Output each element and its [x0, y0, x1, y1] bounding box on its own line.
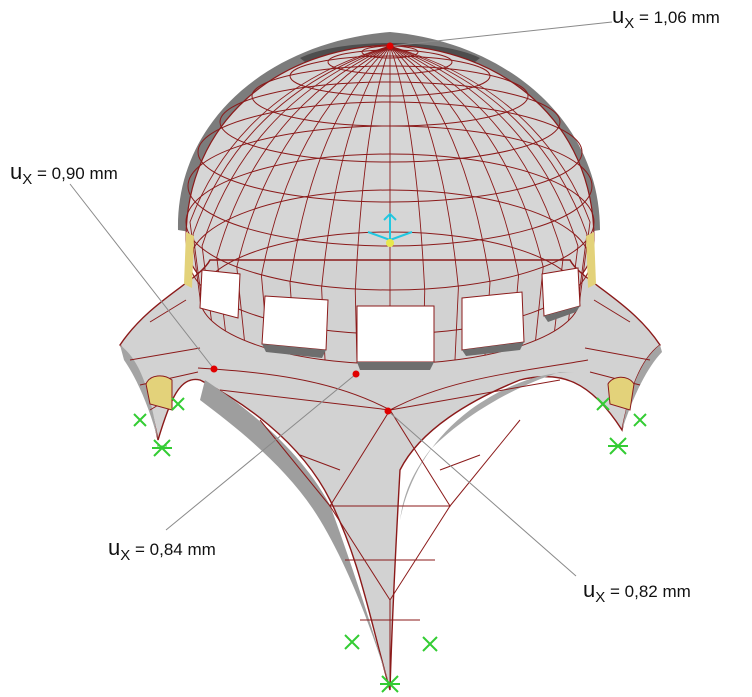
leader-left-rib: [69, 183, 215, 370]
skirt-shadow-left-arm: [120, 345, 158, 440]
opening-center-left: [261, 295, 329, 351]
meridian-line: [192, 45, 391, 310]
fixed-support-icon: [152, 439, 172, 457]
meridian-line: [236, 45, 391, 341]
fixed-support-icon: [133, 413, 147, 427]
fixed-support-icon: [633, 413, 647, 427]
fixed-support-icon: [596, 397, 610, 411]
leader-top: [389, 21, 613, 47]
meridian-line: [321, 45, 391, 361]
fixed-support-icon: [344, 634, 360, 650]
fixed-support-icon: [171, 397, 185, 411]
measurement-point-marker: [386, 42, 394, 50]
label-center-bottom: uX = 0,84 mm: [108, 535, 216, 564]
meridian-line: [389, 45, 591, 299]
skirt-shadow-right: [400, 372, 575, 520]
opening-center: [356, 305, 435, 363]
deformed-shape-overlay: [177, 32, 600, 232]
fixed-support-icon: [422, 636, 438, 652]
pendentive-body: [119, 259, 661, 691]
skirt-shadow-left: [200, 380, 390, 688]
opening-left: [199, 269, 241, 319]
meridian-line: [260, 45, 391, 349]
fixed-support-icon: [608, 437, 628, 455]
meridian-line: [389, 45, 579, 321]
right-arch-face: [607, 376, 635, 411]
left-drum-face: [184, 232, 194, 288]
side-faces: [145, 232, 635, 411]
measurement-point-marker: [210, 365, 218, 373]
opening-shadow: [462, 342, 524, 356]
measurement-markers: [210, 42, 394, 415]
leader-right: [387, 410, 577, 577]
meridian-line: [289, 45, 391, 356]
supports: [133, 397, 647, 693]
label-top: uX = 1,06 mm: [612, 3, 720, 32]
meridian-line: [216, 45, 391, 332]
opening-shadow: [262, 344, 326, 358]
skirt-shadow-right-arm: [622, 345, 662, 430]
opening-center-right: [461, 291, 525, 351]
left-arch-face: [145, 375, 173, 411]
meridian-line: [389, 45, 520, 349]
meridian-line: [389, 45, 491, 356]
meridian-line: [389, 45, 588, 310]
right-drum-face: [586, 232, 596, 288]
meridian-line: [389, 45, 564, 332]
meridian-line: [201, 45, 391, 321]
meridian-line: [389, 45, 459, 361]
displacement-labels: uX = 1,06 mm uX = 0,90 mm uX = 0,84 mm u…: [10, 3, 720, 606]
fixed-support-icon: [380, 675, 400, 693]
leader-lines: [69, 21, 613, 577]
meridian-line: [389, 45, 544, 341]
label-right-lower: uX = 0,82 mm: [583, 577, 691, 606]
dome-mesh-meridians: [189, 45, 591, 364]
meridian-line: [354, 45, 391, 364]
meridian-line: [189, 45, 391, 299]
coordinate-axis-icon: [367, 212, 413, 247]
meridian-line: [389, 45, 426, 364]
measurement-point-marker: [384, 407, 392, 415]
leader-center: [165, 373, 357, 531]
label-left-rib: uX = 0,90 mm: [10, 159, 118, 188]
drum-openings: [199, 267, 581, 370]
opening-shadow: [544, 306, 580, 322]
measurement-point-marker: [352, 370, 360, 378]
opening-shadow: [357, 362, 434, 370]
